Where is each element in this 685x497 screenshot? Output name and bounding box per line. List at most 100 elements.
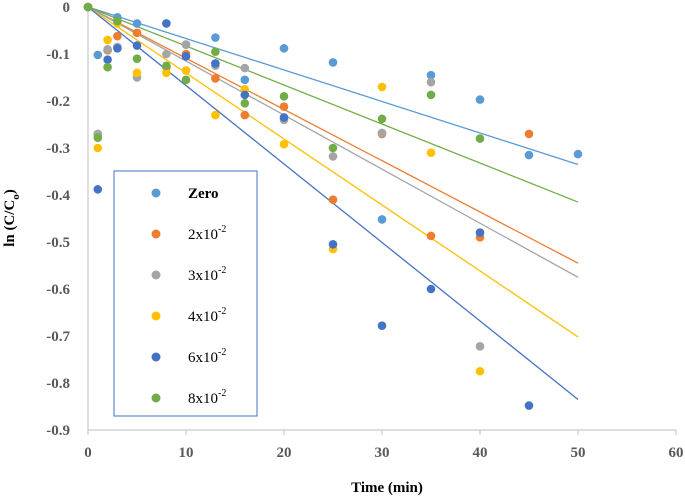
trendline [87, 6, 579, 203]
data-point [328, 58, 338, 67]
data-point [240, 99, 250, 108]
y-axis-title-close: ) [2, 189, 18, 194]
legend-label-exponent: -2 [218, 388, 226, 399]
data-point [475, 342, 485, 351]
legend-label-exponent: -2 [218, 224, 226, 235]
data-point [426, 148, 436, 157]
data-point [524, 150, 534, 160]
data-point [426, 90, 436, 100]
legend-label-exponent: -2 [218, 265, 226, 276]
y-tick-label: -0.6 [46, 282, 70, 298]
legend-label-exponent: -2 [218, 306, 226, 317]
data-point [103, 45, 112, 54]
data-point [93, 143, 103, 153]
data-point [279, 102, 289, 111]
x-tick-label: 40 [473, 445, 488, 461]
data-point [132, 41, 142, 50]
legend-label-base: 6x10 [188, 350, 218, 366]
data-point [279, 113, 289, 122]
legend-marker [151, 393, 161, 403]
legend-marker [151, 229, 161, 239]
data-point [211, 74, 220, 83]
legend-marker [151, 188, 161, 198]
y-axis-title-sub: o [10, 194, 22, 200]
trendline [87, 6, 579, 264]
trendline [87, 6, 579, 338]
data-point [475, 134, 485, 143]
data-points [83, 2, 583, 410]
data-point [426, 70, 436, 80]
legend-label-base: 2x10 [188, 227, 218, 243]
data-point [328, 240, 338, 249]
legend-marker [151, 352, 161, 362]
legend-label-base: 8x10 [188, 391, 218, 407]
data-point [132, 28, 142, 38]
legend-label-base: 3x10 [188, 268, 218, 284]
data-point [524, 401, 534, 410]
x-tick-label: 50 [571, 445, 586, 461]
legend-label: 2x10-2 [188, 224, 226, 243]
legend-box [113, 170, 258, 417]
data-point [426, 231, 436, 241]
data-point [475, 366, 485, 376]
data-point [113, 44, 122, 53]
data-point [279, 139, 289, 149]
data-point [83, 2, 93, 12]
y-tick-label: -0.2 [46, 94, 70, 110]
data-point [162, 61, 171, 71]
data-point [524, 129, 534, 139]
data-point [132, 54, 142, 63]
y-tick-label: -0.4 [46, 188, 70, 204]
data-point [426, 77, 436, 87]
data-point [162, 68, 171, 78]
data-point [279, 92, 289, 101]
legend-label-exponent: -2 [218, 347, 226, 358]
data-point [211, 59, 220, 68]
y-tick-label: 0 [63, 0, 71, 16]
data-point [162, 19, 171, 28]
data-point [132, 68, 142, 78]
data-point [573, 149, 583, 159]
data-point [377, 215, 387, 224]
legend-marker [151, 311, 161, 321]
data-point [103, 55, 112, 64]
data-point [93, 133, 103, 142]
data-point [240, 90, 250, 100]
data-point [328, 152, 338, 161]
tick-labels: 0 -0.1 -0.2 -0.3 -0.4 -0.5 -0.6 -0.7 -0.8 -0.9 0 10… [46, 0, 683, 461]
data-point [93, 50, 103, 60]
y-tick-label: -0.9 [46, 423, 70, 439]
data-point [475, 95, 485, 104]
data-point [475, 228, 485, 237]
x-tick-label: 60 [669, 445, 684, 461]
trendline [87, 6, 579, 166]
data-point [103, 35, 112, 45]
data-point [328, 143, 338, 153]
legend-label-base: 4x10 [188, 309, 218, 325]
data-point [93, 185, 103, 194]
data-point [377, 82, 387, 92]
legend-label: Zero [188, 186, 219, 202]
data-point [113, 16, 122, 26]
axes [87, 7, 677, 435]
data-point [328, 195, 338, 204]
y-tick-label: -0.1 [46, 47, 70, 63]
y-axis-title: ln (C/Co) [2, 189, 22, 247]
data-point [113, 31, 122, 41]
legend-label: 8x10-2 [188, 388, 226, 407]
legend-label: 6x10-2 [188, 347, 226, 366]
data-point [162, 49, 171, 59]
data-point [377, 128, 387, 138]
y-tick-label: -0.3 [46, 141, 70, 157]
data-point [181, 66, 191, 75]
data-point [132, 19, 142, 28]
legend-label-base: Zero [188, 186, 219, 202]
data-point [181, 52, 191, 61]
y-axis-title-main: ln (C/C [2, 200, 18, 247]
data-point [181, 40, 191, 49]
legend-label: 3x10-2 [188, 265, 226, 284]
x-tick-label: 20 [277, 445, 292, 461]
data-point [211, 33, 220, 42]
